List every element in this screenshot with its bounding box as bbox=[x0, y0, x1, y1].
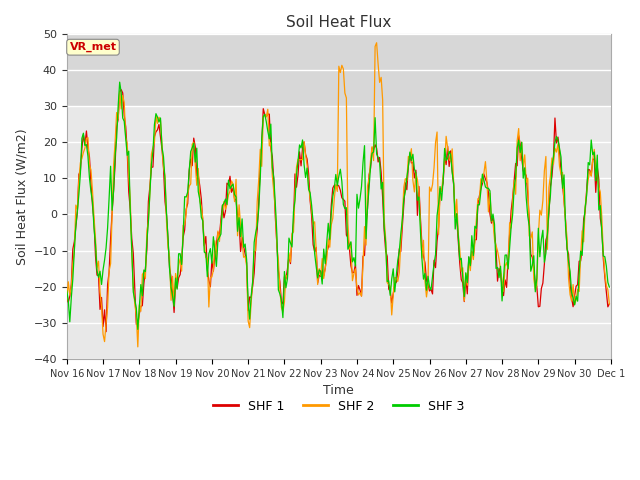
Legend: SHF 1, SHF 2, SHF 3: SHF 1, SHF 2, SHF 3 bbox=[208, 395, 470, 418]
X-axis label: Time: Time bbox=[323, 384, 354, 397]
Bar bbox=[67, 34, 611, 106]
Y-axis label: Soil Heat Flux (W/m2): Soil Heat Flux (W/m2) bbox=[15, 128, 28, 265]
Text: VR_met: VR_met bbox=[70, 42, 116, 52]
Title: Soil Heat Flux: Soil Heat Flux bbox=[286, 15, 392, 30]
